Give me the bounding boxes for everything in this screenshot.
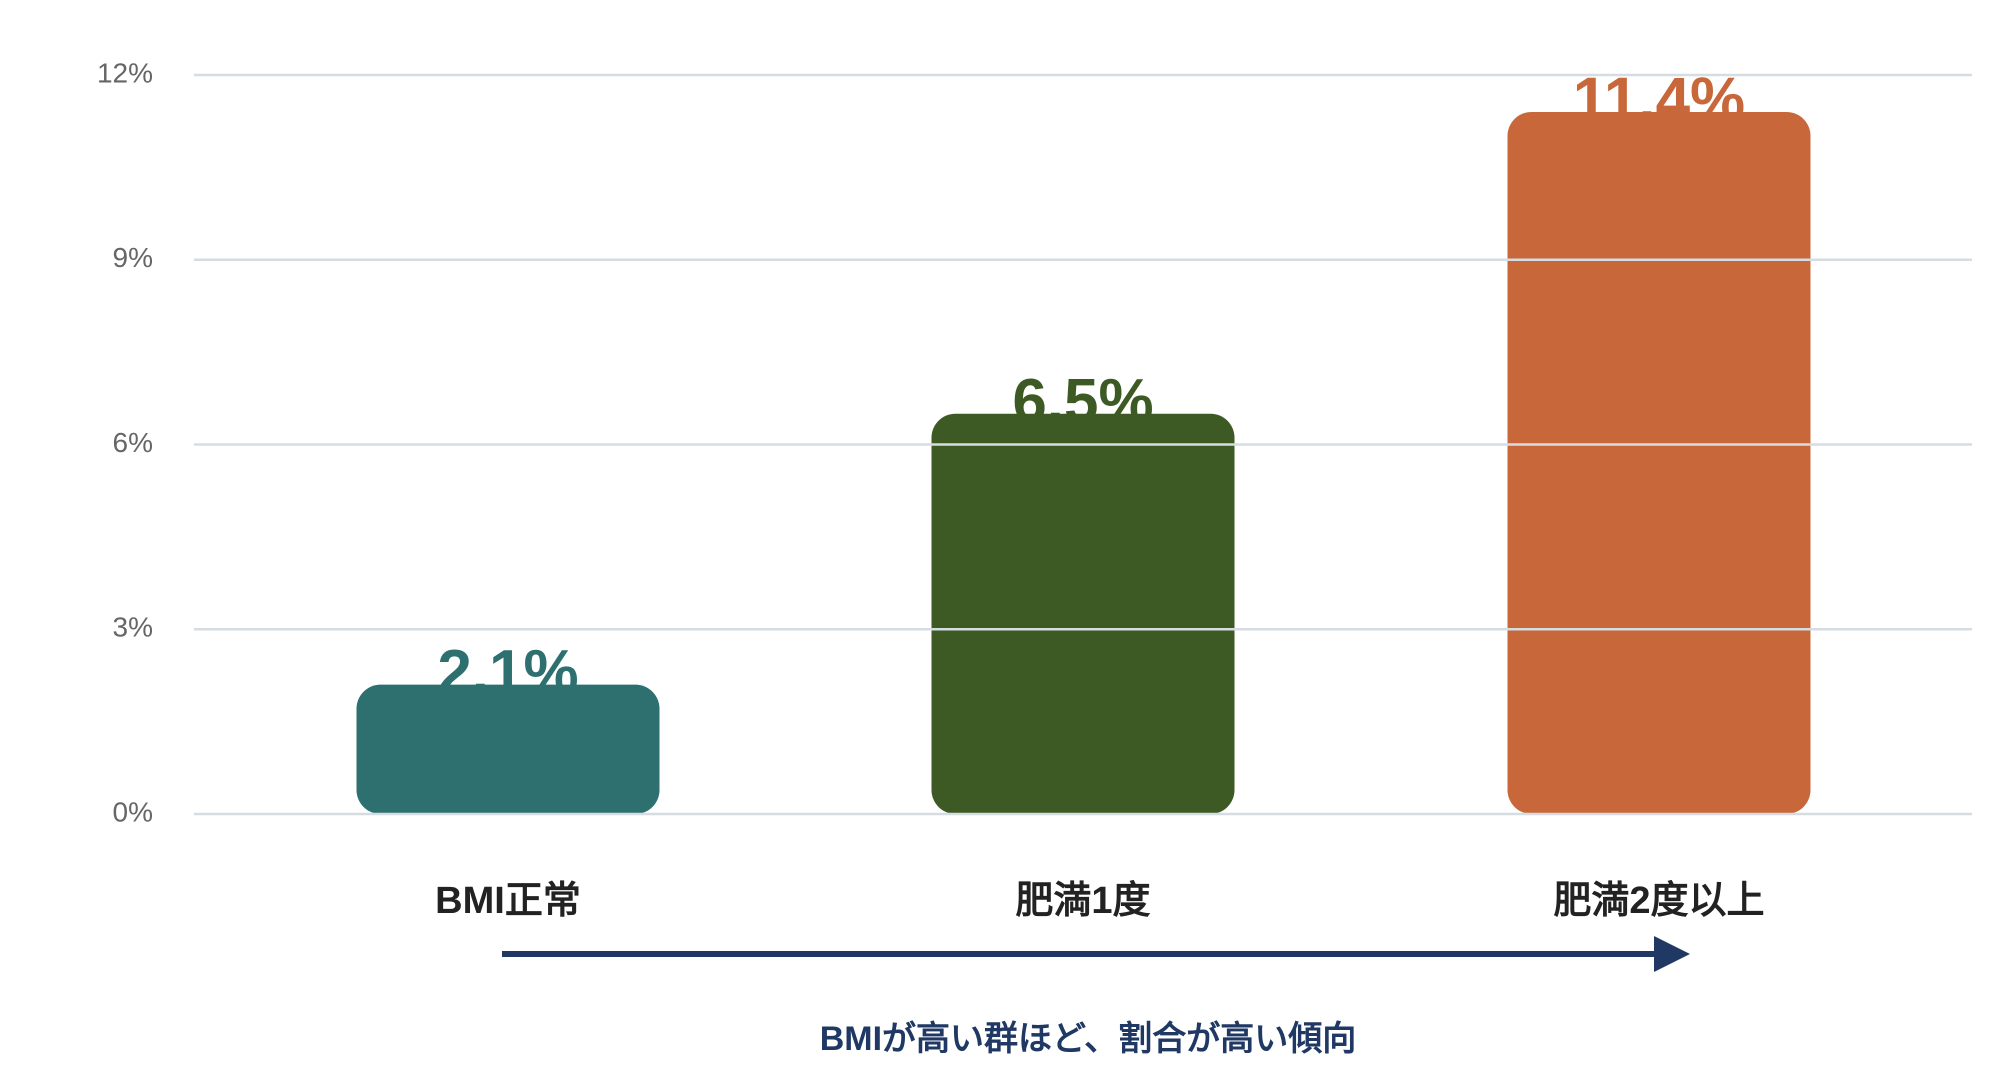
y-tick-label: 12% xyxy=(97,57,153,88)
x-tick-label: 肥満2度以上 xyxy=(1553,880,1764,922)
y-tick-label: 3% xyxy=(113,612,153,643)
bar xyxy=(356,684,660,814)
y-tick-label: 0% xyxy=(113,796,153,827)
x-tick-label: BMI正常 xyxy=(435,880,581,922)
annotation: BMIが高い群ほど、割合が高い傾向 xyxy=(820,1020,1357,1058)
y-tick-label: 9% xyxy=(113,242,153,273)
y-tick-label: 6% xyxy=(113,427,153,458)
bar xyxy=(1507,111,1811,814)
bar xyxy=(931,413,1235,814)
x-tick-label: 肥満1度 xyxy=(1015,880,1150,922)
